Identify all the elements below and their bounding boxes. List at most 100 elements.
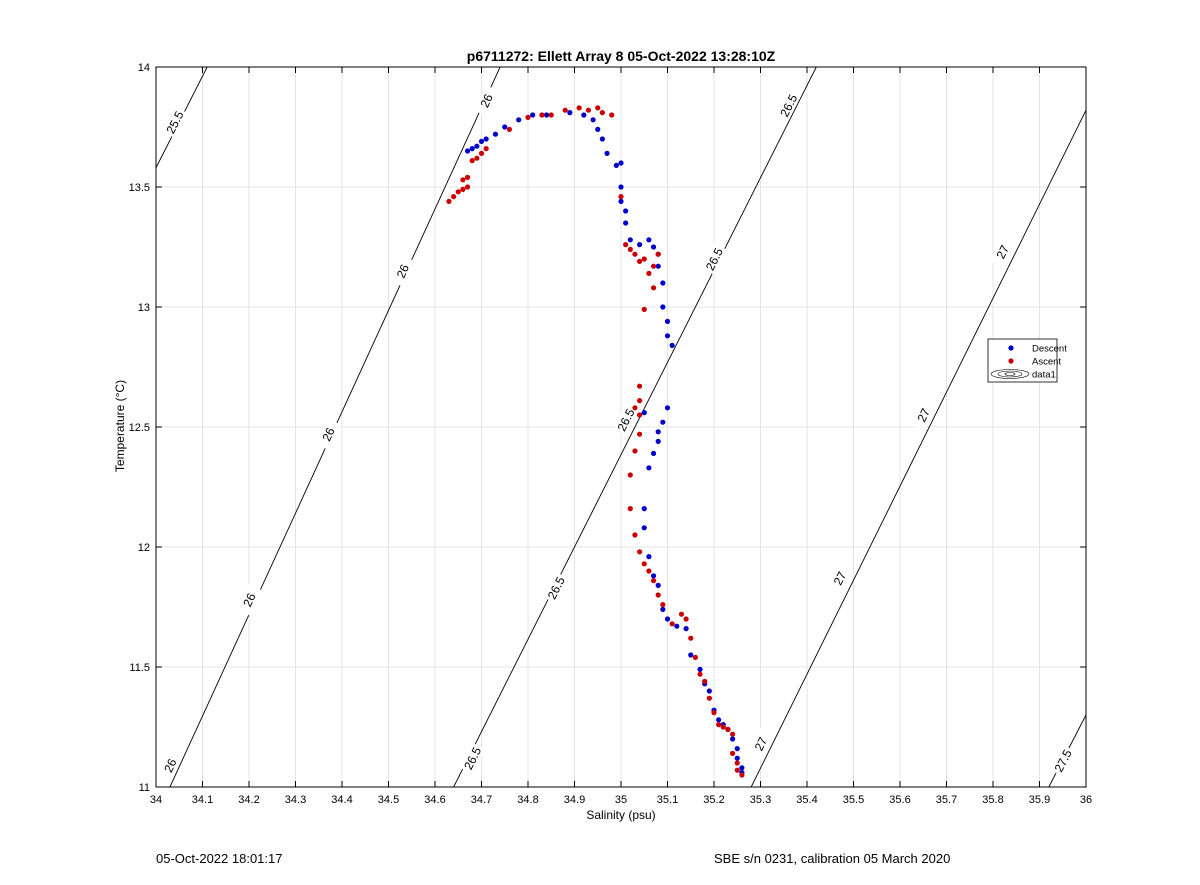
isopycnal-line-26-5: [453, 67, 817, 787]
ascent-point: [716, 722, 722, 728]
series-ascent: [446, 105, 745, 778]
descent-point: [683, 626, 689, 632]
isopycnal-label: 27: [914, 406, 933, 424]
ascent-point: [623, 242, 629, 248]
descent-point: [660, 606, 666, 613]
ascent-point: [702, 678, 708, 685]
descent-point: [623, 208, 629, 214]
ascent-point: [739, 772, 745, 778]
ascent-point: [460, 186, 466, 192]
isopycnal-label: 27: [752, 735, 771, 753]
ascent-point: [688, 635, 694, 641]
descent-point: [646, 237, 652, 243]
ascent-point: [632, 251, 638, 257]
y-tick-label: 13: [138, 302, 150, 314]
descent-point: [655, 429, 661, 435]
x-tick-label: 34.3: [285, 794, 306, 806]
ascent-point: [451, 194, 457, 200]
x-tick-label: 34.6: [424, 794, 445, 806]
series-descent: [464, 110, 745, 776]
ascent-point: [632, 405, 638, 411]
ascent-point: [669, 621, 675, 627]
isopycnal-label-bg: [236, 584, 262, 616]
descent-point: [567, 110, 573, 116]
y-tick-label: 11: [139, 782, 150, 794]
ascent-point: [678, 611, 685, 617]
descent-point: [464, 148, 471, 154]
x-tick-label: 34.8: [517, 794, 538, 806]
legend-contour-icon: [990, 369, 1030, 379]
x-tick-label: 34.2: [238, 794, 259, 806]
ascent-point: [632, 448, 638, 454]
descent-point: [483, 136, 489, 142]
ascent-point: [609, 112, 615, 118]
descent-point: [646, 554, 652, 560]
ascent-point: [576, 105, 582, 111]
x-tick-label: 35.7: [936, 794, 957, 806]
ascent-point: [627, 246, 633, 252]
descent-point: [595, 126, 601, 132]
ascent-point: [548, 112, 554, 118]
legend-ascent-label: Ascent: [1032, 357, 1061, 368]
descent-point: [581, 112, 587, 118]
ascent-point: [720, 724, 726, 730]
isopycnal-label-bg: [543, 572, 569, 604]
descent-point: [623, 220, 629, 226]
isopycnal-label: 27: [831, 569, 850, 587]
ascent-point: [627, 472, 633, 478]
descent-point: [618, 160, 624, 166]
descent-point: [664, 405, 671, 411]
x-tick-label: 34.4: [331, 794, 352, 806]
isopycnal-label-bg: [910, 399, 936, 431]
descent-point: [734, 755, 740, 761]
ascent-point: [711, 710, 717, 716]
descent-point: [646, 465, 652, 471]
ascent-point: [637, 383, 643, 389]
legend-box: [987, 338, 1058, 383]
descent-point: [664, 318, 671, 324]
ascent-point: [650, 578, 657, 584]
ascent-point: [637, 398, 643, 404]
isopycnal-label-bg: [1050, 744, 1076, 777]
isopycnal-label: 26: [240, 591, 258, 609]
x-tick-label: 35.3: [750, 794, 771, 806]
ascent-point: [455, 189, 461, 195]
descent-point: [650, 573, 657, 579]
isopycnal-label: 26: [394, 262, 412, 280]
descent-point: [641, 410, 647, 416]
ascent-point: [655, 592, 661, 598]
ascent-point: [460, 177, 466, 183]
ascent-point: [637, 549, 643, 555]
descent-point: [530, 112, 536, 118]
descent-point: [739, 765, 745, 771]
ascent-point: [478, 150, 485, 156]
footer-timestamp: 05-Oct-2022 18:01:17: [156, 851, 283, 866]
x-tick-label: 35.9: [1029, 794, 1050, 806]
descent-point: [730, 736, 736, 742]
descent-point: [618, 198, 624, 204]
footer-calibration: SBE s/n 0231, calibration 05 March 2020: [714, 851, 951, 866]
ascent-point: [641, 306, 647, 312]
ascent-point: [469, 158, 475, 164]
x-tick-label: 34: [150, 794, 162, 806]
ascent-point: [562, 107, 568, 113]
isopycnal-label-bg: [157, 749, 183, 782]
axis-ticks: 34 34.1 34.2 34.3 34.4 34.5 34.6 34.7 34.8 34.9 35…: [129, 62, 1093, 806]
ascent-point: [706, 695, 712, 701]
isopycnal-label-bg: [459, 742, 485, 774]
isopycnal-label: 26: [161, 756, 179, 774]
ascent-point: [646, 568, 652, 574]
x-tick-label: 34.7: [471, 794, 492, 806]
ascent-point: [627, 506, 633, 512]
y-tick-label: 13.5: [129, 182, 150, 194]
ascent-point: [539, 112, 545, 118]
descent-point: [664, 333, 671, 339]
ascent-point: [655, 251, 661, 257]
legend-descent-label: Descent: [1032, 344, 1067, 355]
x-tick-label: 34.9: [564, 794, 585, 806]
legend-data1-label: data1: [1032, 370, 1056, 381]
isopycnal-label-bg: [315, 418, 341, 450]
descent-point: [492, 131, 499, 137]
descent-point: [590, 117, 596, 123]
